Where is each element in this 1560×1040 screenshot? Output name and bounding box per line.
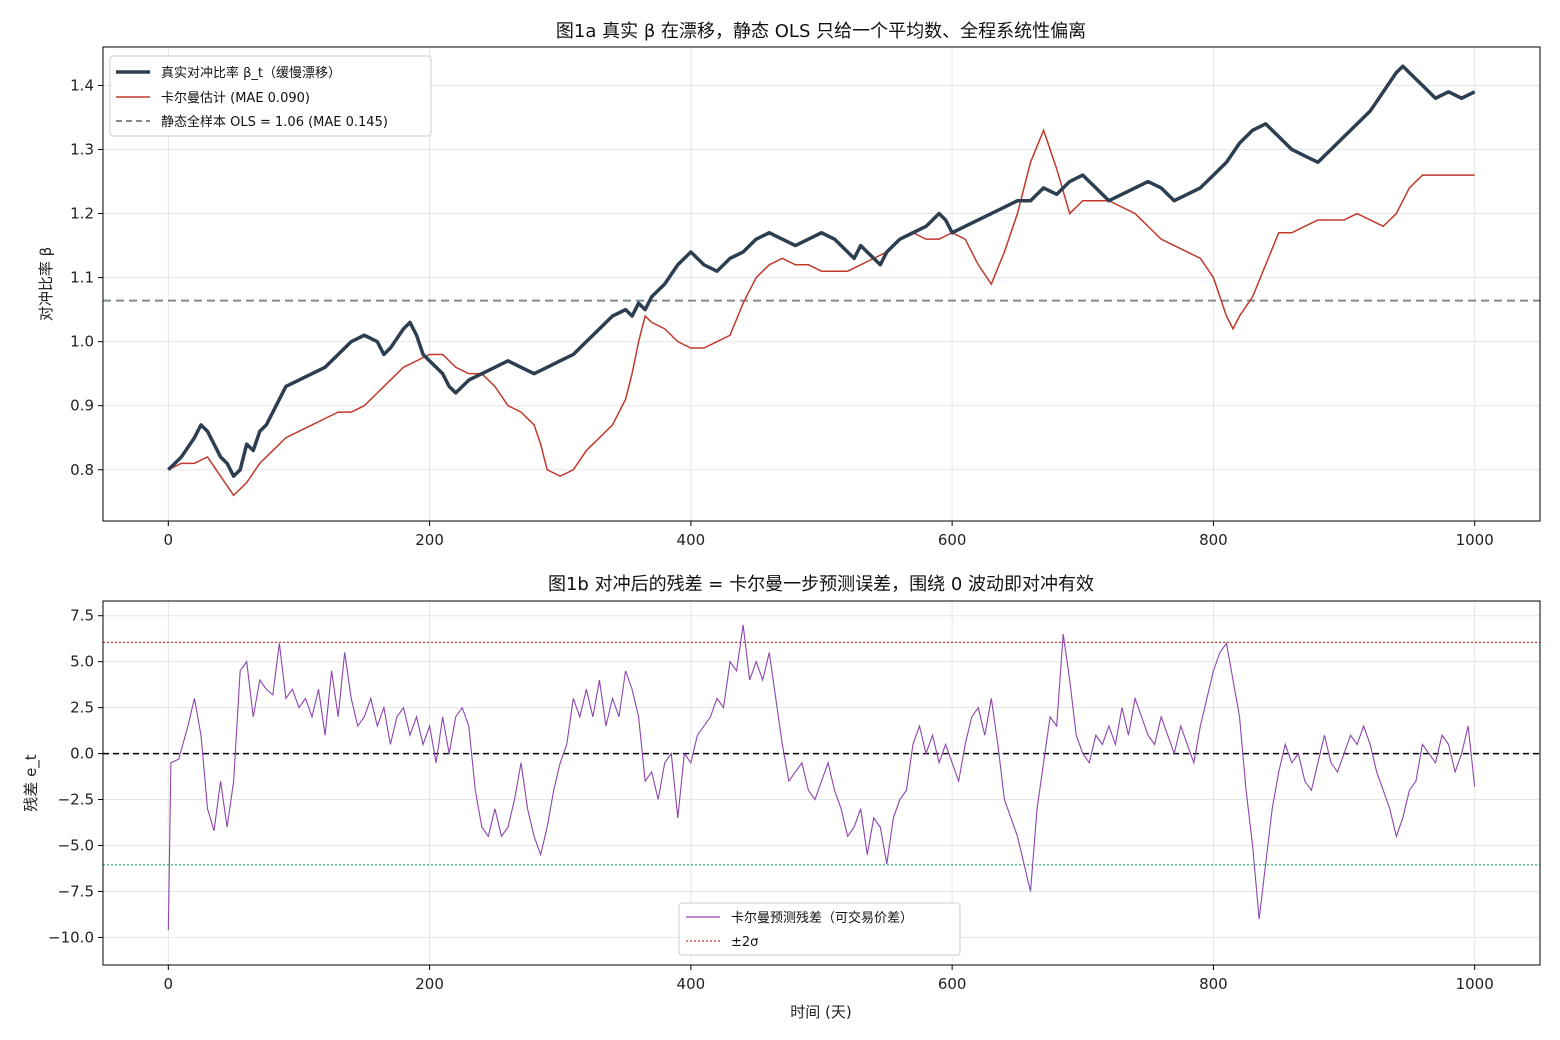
- y-tick-label: 0.8: [70, 461, 94, 479]
- legend-1b: 卡尔曼预测残差（可交易价差） ±2σ: [678, 902, 961, 956]
- chart-title-1a: 图1a 真实 β 在漂移，静态 OLS 只给一个平均数、全程系统性偏离: [556, 21, 1086, 42]
- y-tick-label: −5.0: [58, 837, 94, 855]
- plot-area-1a: [103, 64, 1540, 497]
- x-tick-label: 400: [677, 531, 706, 549]
- legend-label-true-beta: 真实对冲比率 β_t（缓慢漂移）: [161, 65, 341, 81]
- y-axis-label-1a: 对冲比率 β: [37, 247, 55, 321]
- axes-frame-1a: [102, 46, 1541, 522]
- y-tick-label: 0.0: [70, 745, 94, 763]
- x-tick-label: 0: [164, 531, 174, 549]
- legend-1a: 真实对冲比率 β_t（缓慢漂移） 卡尔曼估计 (MAE 0.090) 静态全样本…: [109, 55, 432, 137]
- x-ticks-1b: 0 200 400 600 800 1000: [164, 965, 1494, 993]
- y-tick-label: −7.5: [58, 882, 94, 900]
- grid-1a: [103, 47, 1540, 521]
- y-tick-label: −2.5: [58, 791, 94, 809]
- legend-box-1a: [109, 55, 432, 137]
- legend-label-ols: 静态全样本 OLS = 1.06 (MAE 0.145): [161, 114, 388, 130]
- y-tick-label: 1.4: [70, 76, 94, 94]
- legend-label-band: ±2σ: [731, 935, 758, 950]
- y-tick-label: 7.5: [70, 607, 94, 625]
- x-tick-label: 600: [938, 531, 967, 549]
- x-tick-label: 1000: [1456, 975, 1494, 993]
- x-tick-label: 400: [677, 975, 706, 993]
- x-ticks-1a: 0 200 400 600 800 1000: [164, 521, 1494, 549]
- legend-label-kalman: 卡尔曼估计 (MAE 0.090): [161, 91, 310, 106]
- plot-area-1b: [103, 624, 1540, 931]
- y-tick-label: −10.0: [48, 928, 94, 946]
- panel-1b: 图1b 对冲后的残差 = 卡尔曼一步预测误差，围绕 0 波动即对冲有效 0 200…: [22, 574, 1541, 1021]
- x-tick-label: 0: [164, 975, 174, 993]
- y-tick-label: 1.2: [70, 205, 94, 223]
- legend-label-residual: 卡尔曼预测残差（可交易价差）: [731, 910, 913, 926]
- y-tick-label: 1.0: [70, 333, 94, 351]
- x-tick-label: 200: [415, 975, 444, 993]
- x-axis-label-1b: 时间 (天): [790, 1003, 851, 1021]
- x-tick-label: 1000: [1456, 531, 1494, 549]
- grid-1b: [103, 601, 1540, 965]
- residual-line: [167, 624, 1476, 931]
- legend-box-1b: [678, 902, 961, 956]
- y-tick-label: 1.3: [70, 140, 94, 158]
- axes-frame-1b: [102, 600, 1541, 966]
- y-ticks-1b: −10.0 −7.5 −5.0 −2.5 0.0 2.5 5.0 7.5: [48, 607, 103, 946]
- x-tick-label: 200: [415, 531, 444, 549]
- y-tick-label: 0.9: [70, 397, 94, 415]
- true-beta-line: [167, 64, 1476, 478]
- y-tick-label: 5.0: [70, 653, 94, 671]
- kalman-estimate-line: [167, 128, 1475, 497]
- y-ticks-1a: 0.8 0.9 1.0 1.1 1.2 1.3 1.4: [70, 76, 103, 479]
- x-tick-label: 800: [1199, 975, 1228, 993]
- x-tick-label: 800: [1199, 531, 1228, 549]
- panel-1a: 图1a 真实 β 在漂移，静态 OLS 只给一个平均数、全程系统性偏离 0 200…: [37, 21, 1541, 549]
- y-tick-label: 2.5: [70, 699, 94, 717]
- x-tick-label: 600: [938, 975, 967, 993]
- chart-title-1b: 图1b 对冲后的残差 = 卡尔曼一步预测误差，围绕 0 波动即对冲有效: [548, 574, 1094, 595]
- y-axis-label-1b: 残差 e_t: [22, 754, 41, 811]
- y-tick-label: 1.1: [70, 269, 94, 287]
